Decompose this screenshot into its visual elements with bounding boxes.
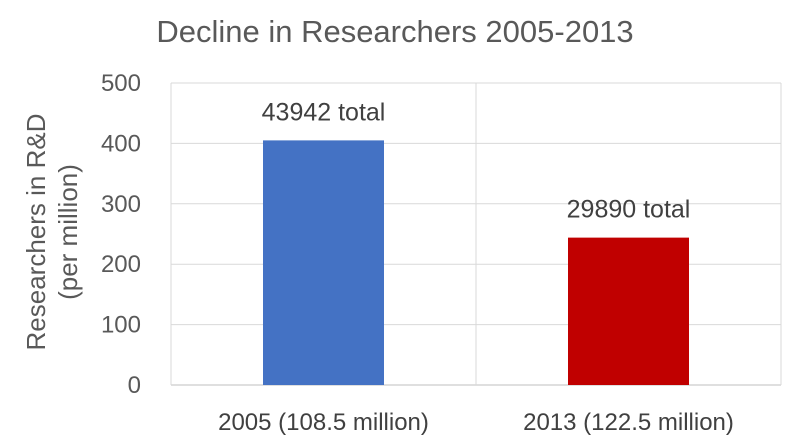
y-axis-title-line-1: Researchers in R&D <box>21 114 51 351</box>
y-tick-label: 0 <box>128 372 141 399</box>
y-tick-label: 100 <box>101 312 141 339</box>
y-tick-label: 500 <box>101 70 141 97</box>
y-axis-title-line-2: (per million) <box>53 164 83 300</box>
y-axis-title: Researchers in R&D (per million) <box>21 114 83 351</box>
y-tick-label: 300 <box>101 191 141 218</box>
plot-area: 0 100 200 300 400 500 43942 total 2005 (108.5 m… <box>101 70 782 436</box>
bar <box>568 237 689 385</box>
x-tick-label: 2013 (122.5 million) <box>523 409 734 436</box>
bar <box>263 140 384 385</box>
data-label: 29890 total <box>567 196 691 224</box>
y-tick-label: 200 <box>101 251 141 278</box>
y-tick-label: 400 <box>101 130 141 157</box>
x-tick-label: 2005 (108.5 million) <box>218 409 429 436</box>
chart-title: Decline in Researchers 2005-2013 <box>156 14 633 49</box>
data-label: 43942 total <box>262 98 386 126</box>
